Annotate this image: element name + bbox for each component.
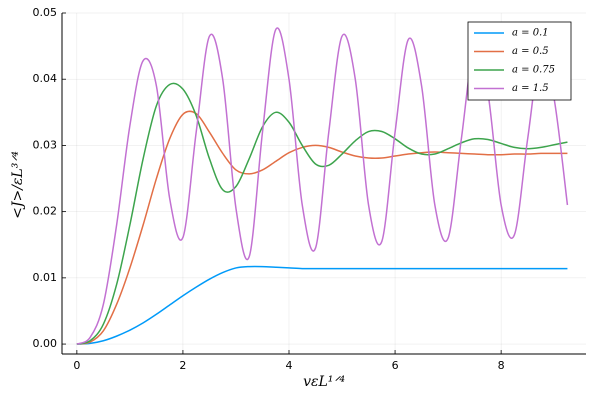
legend-label: a = 1.5 xyxy=(512,83,549,94)
y-tick-label: 0.00 xyxy=(33,337,58,350)
legend-label: a = 0.5 xyxy=(512,46,549,57)
y-tick-label: 0.01 xyxy=(33,271,58,284)
line-series xyxy=(76,265,568,345)
line-series xyxy=(76,82,568,345)
x-tick-label: 6 xyxy=(392,359,399,372)
line-series xyxy=(76,110,568,345)
y-tick-label: 0.04 xyxy=(33,72,58,85)
y-tick-label: 0.05 xyxy=(33,6,58,19)
x-axis-title: vεL¹ᐟ⁴ xyxy=(303,374,345,390)
legend-label: a = 0.75 xyxy=(512,65,555,76)
y-tick-label: 0.02 xyxy=(33,205,58,218)
legend-box xyxy=(467,21,572,101)
x-tick-label: 8 xyxy=(498,359,505,372)
y-tick-label: 0.03 xyxy=(33,138,58,151)
x-tick-label: 0 xyxy=(73,359,80,372)
y-axis-title: <J>/εL³ᐟ⁴ xyxy=(10,151,26,219)
x-tick-label: 4 xyxy=(285,359,292,372)
x-tick-label: 2 xyxy=(179,359,186,372)
legend-label: a = 0.1 xyxy=(512,28,549,39)
